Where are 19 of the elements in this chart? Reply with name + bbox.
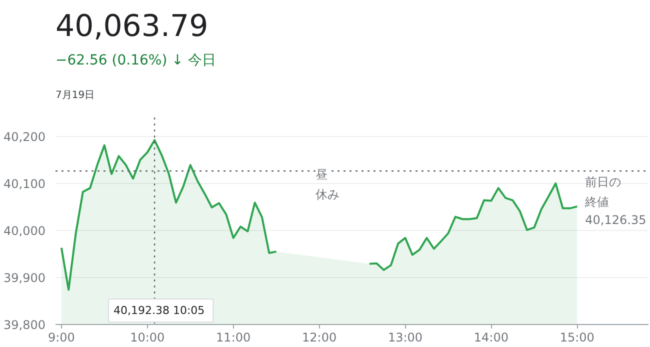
x-tick-label: 13:00 — [388, 330, 423, 344]
y-tick-label: 39,800 — [4, 318, 46, 332]
chart-subtitle: −62.56 (0.16%) ↓ 今日 — [56, 52, 216, 68]
x-tick-label: 11:00 — [216, 330, 251, 344]
text: 7月19日 — [56, 90, 95, 101]
y-tick-label: 40,100 — [4, 176, 46, 191]
annotation: 40,126.35 — [585, 212, 646, 227]
y-tick-label: 39,900 — [4, 270, 46, 285]
annotation: 昼休み — [316, 168, 340, 202]
x-tick-label: 15:00 — [560, 330, 594, 344]
chart-title: 40,063.79 — [56, 9, 208, 44]
y-tick-label: 40,200 — [4, 130, 46, 144]
x-tick-label: 10:00 — [130, 330, 165, 344]
x-tick-label: 12:00 — [302, 330, 337, 344]
x-tick-label: 9:00 — [48, 330, 75, 344]
ref-line-label: 前日の終値 — [584, 174, 622, 209]
x-tick-label: 14:00 — [474, 330, 509, 344]
y-tick-label: 40,000 — [4, 224, 46, 238]
annotation: 40,192.38 10:05 — [114, 304, 205, 317]
